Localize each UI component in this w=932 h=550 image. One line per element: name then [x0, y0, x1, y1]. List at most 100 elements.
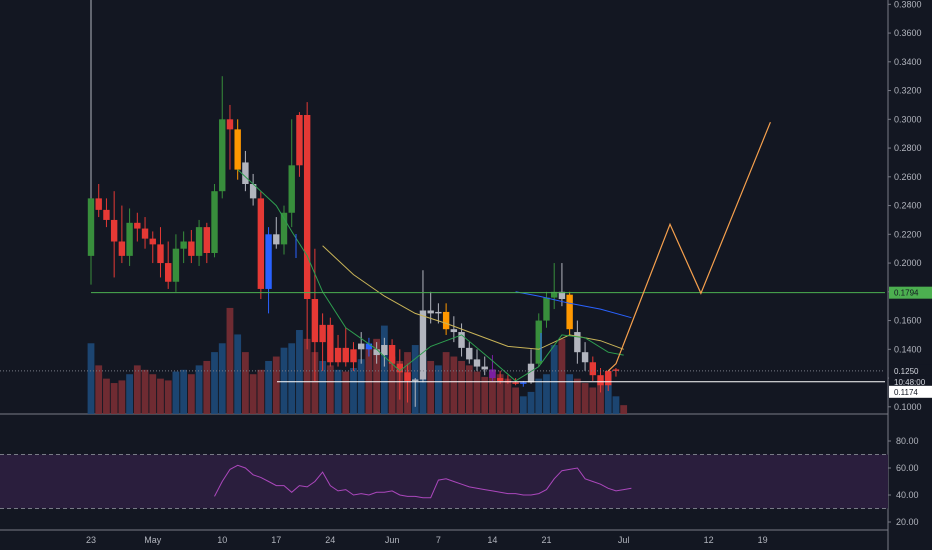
volume-bar — [272, 356, 280, 414]
candle-body — [280, 212, 288, 245]
volume-bar — [550, 345, 558, 414]
overlays — [0, 121, 885, 383]
candle-body — [581, 352, 589, 363]
date-label: 24 — [325, 535, 335, 545]
price-tick-label: 0.3600 — [894, 28, 922, 38]
candle-body — [311, 299, 319, 343]
volume-bar — [357, 359, 365, 414]
price-tick-label: 0.1000 — [894, 402, 922, 412]
support-price-flag: 0.1174 — [894, 388, 918, 397]
candle-body — [110, 219, 118, 242]
volume-bar — [581, 383, 589, 414]
volume-bar — [481, 376, 489, 414]
date-label: 23 — [86, 535, 96, 545]
volume-bar — [527, 391, 535, 414]
date-label: 12 — [704, 535, 714, 545]
volume-bar — [218, 343, 226, 414]
rsi-tick-label: 60.00 — [896, 463, 919, 473]
volume-bar — [373, 338, 381, 414]
countdown-flag: 10:48:00 — [894, 378, 926, 387]
candle-body — [273, 234, 280, 245]
countdown-flag-bg — [889, 375, 932, 388]
candle-body — [458, 332, 465, 348]
candle-body — [219, 119, 226, 192]
volume-bar — [195, 365, 203, 414]
resistance-price-flag-bg — [889, 286, 932, 299]
rsi-tick-label: 40.00 — [896, 490, 919, 500]
volume-bar — [326, 365, 334, 414]
candle-body — [165, 263, 172, 282]
volume-bar — [211, 352, 218, 414]
candle-body — [134, 222, 141, 229]
volume-bar — [187, 374, 195, 414]
volume-bar — [265, 360, 272, 414]
volume-bar — [573, 378, 581, 414]
last-price-flag-bg — [889, 364, 932, 377]
rsi-line — [214, 464, 632, 499]
candle-body — [373, 349, 380, 356]
volume-bar — [319, 360, 326, 414]
volume-bar — [489, 369, 496, 414]
date-label: 14 — [487, 535, 497, 545]
price-tick-label: 0.1600 — [894, 316, 922, 326]
candle-body — [412, 379, 419, 381]
price-tick-label: 0.2200 — [894, 229, 922, 239]
candle-body — [188, 241, 195, 256]
volume-bar — [419, 356, 427, 414]
candle-body — [149, 238, 156, 245]
volume-bar — [334, 369, 342, 414]
volume-bar — [620, 405, 628, 414]
volume-bar — [496, 374, 504, 414]
volume-bar — [203, 360, 211, 414]
candle-body — [265, 234, 272, 289]
volume-bar — [519, 396, 527, 414]
forecast-path — [607, 121, 771, 372]
candle-body — [442, 311, 450, 330]
volume-bar — [172, 371, 180, 414]
candle-body — [496, 378, 504, 381]
price-tick-label: 0.2400 — [894, 201, 922, 211]
support-price-flag-bg — [889, 385, 932, 398]
volume-bar — [566, 374, 574, 414]
volume-bar — [103, 378, 110, 414]
price-tick-label: 0.2800 — [894, 143, 922, 153]
candle-body — [520, 382, 527, 384]
candle-body — [535, 320, 542, 364]
rsi-tick-label: 20.00 — [896, 517, 919, 527]
price-tick-label: 0.3400 — [894, 57, 922, 67]
volume-bar — [535, 378, 543, 414]
volume-bars — [87, 307, 628, 414]
candle-body — [242, 162, 249, 184]
volume-bar — [257, 369, 265, 414]
candle-body — [473, 359, 481, 367]
volume-bar — [435, 365, 442, 414]
ma-blue-line — [515, 291, 632, 319]
candle-body — [589, 362, 596, 376]
candle-body — [489, 369, 496, 379]
volume-bar — [465, 365, 473, 414]
volume-bar — [157, 378, 164, 414]
volume-bar — [427, 360, 435, 414]
volume-bar — [110, 383, 118, 414]
volume-bar — [242, 352, 249, 414]
candle-body — [597, 375, 604, 386]
volume-bar — [504, 378, 512, 414]
candle-body — [612, 369, 620, 371]
volume-bar — [303, 338, 311, 414]
volume-bar — [512, 387, 519, 414]
volume-bar — [543, 374, 550, 414]
date-label: Jun — [385, 535, 400, 545]
date-label: 7 — [436, 535, 441, 545]
volume-bar — [126, 374, 133, 414]
candle-body — [118, 241, 126, 256]
candle-body — [512, 382, 519, 384]
volume-bar — [180, 369, 188, 414]
volume-bar — [95, 365, 103, 414]
candle-body — [558, 291, 566, 299]
price-tick-label: 0.3800 — [894, 0, 922, 9]
candle-body — [574, 332, 581, 353]
candle-body — [466, 347, 473, 360]
candle-body — [211, 191, 218, 253]
candle-body — [396, 363, 403, 373]
